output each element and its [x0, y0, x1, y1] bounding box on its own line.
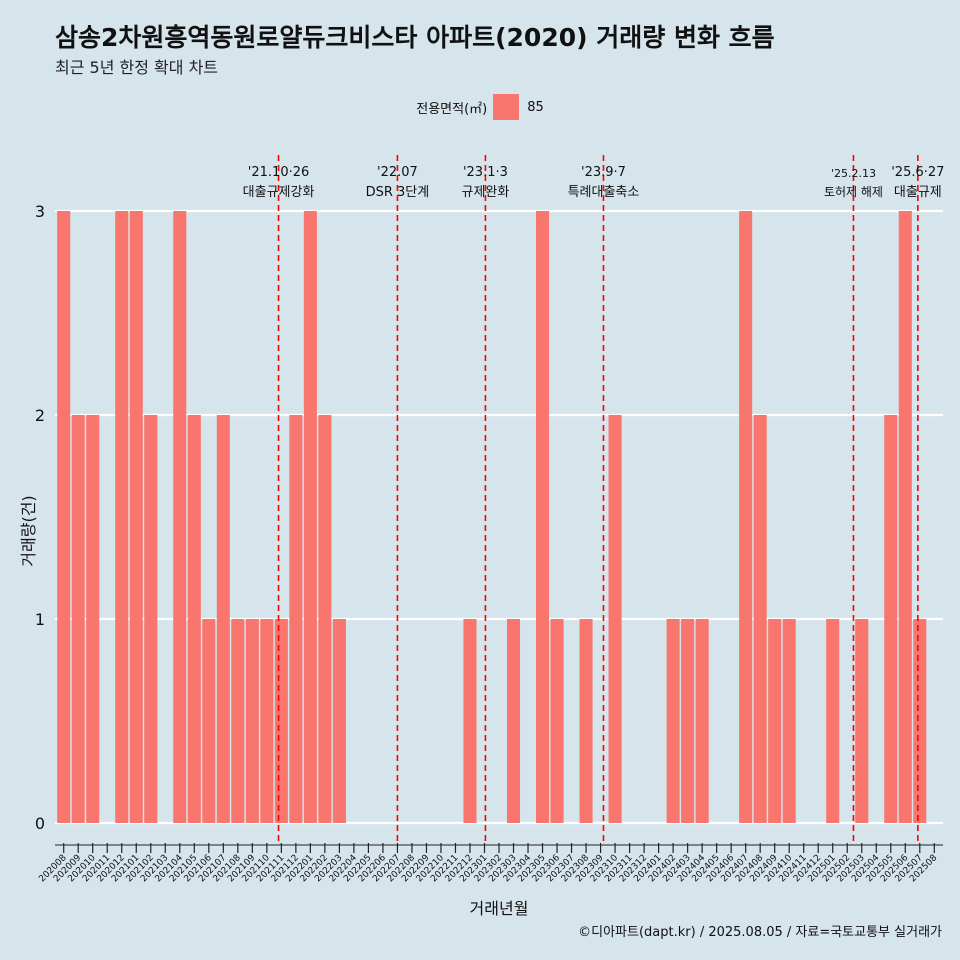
event-label: 규제완화 — [462, 185, 510, 200]
event-date-label: '23.9·7 — [581, 165, 626, 180]
bar-202102 — [144, 415, 158, 823]
bar-202404 — [695, 619, 709, 823]
y-tick-label: 3 — [35, 202, 45, 221]
bar-202104 — [173, 211, 187, 823]
event-date-label: '21.10·26 — [248, 165, 309, 180]
bar-202409 — [768, 619, 782, 823]
event-label: 대출규제강화 — [243, 185, 315, 200]
bar-202010 — [86, 415, 100, 823]
event-label: DSR 3단계 — [366, 185, 430, 200]
bar-202310 — [608, 415, 622, 823]
bar-202402 — [666, 619, 680, 823]
x-axis-title: 거래년월 — [470, 899, 529, 918]
bar-202111 — [274, 619, 288, 823]
bar-202410 — [782, 619, 796, 823]
legend-key-85 — [493, 94, 520, 120]
bar-202009 — [71, 415, 85, 823]
bar-202501 — [826, 619, 840, 823]
bar-202505 — [884, 415, 898, 823]
bar-202212 — [463, 619, 477, 823]
bar-202201 — [303, 211, 317, 823]
bar-202305 — [536, 211, 550, 823]
bar-202012 — [115, 211, 129, 823]
bar-202108 — [231, 619, 245, 823]
event-label: 대출규제 — [894, 185, 942, 200]
bar-202403 — [681, 619, 695, 823]
chart-title: 삼송2차원흥역동원로얄듀크비스타 아파트(2020) 거래량 변화 흐름 — [55, 23, 775, 52]
bar-202101 — [129, 211, 143, 823]
event-date-label: '22.07 — [377, 165, 418, 180]
bar-202202 — [318, 415, 332, 823]
bar-202105 — [187, 415, 201, 823]
bar-202203 — [332, 619, 346, 823]
event-label: 특례대출축소 — [568, 185, 640, 200]
event-date-label: '25.6·27 — [891, 165, 944, 180]
bar-202308 — [579, 619, 593, 823]
bar-202107 — [216, 415, 230, 823]
bar-202408 — [753, 415, 767, 823]
event-date-label: '25.2.13 — [831, 167, 876, 180]
bar-202407 — [739, 211, 753, 823]
bar-202112 — [289, 415, 303, 823]
legend: 전용면적(㎡) 85 — [0, 94, 960, 120]
y-axis-title: 거래량(건) — [19, 495, 38, 566]
bar-202506 — [898, 211, 912, 823]
chart-subtitle: 최근 5년 한정 확대 차트 — [55, 58, 219, 77]
bar-202109 — [245, 619, 259, 823]
y-tick-label: 0 — [35, 814, 45, 833]
event-date-label: '23.1·3 — [463, 165, 508, 180]
bar-202503 — [855, 619, 869, 823]
bar-202106 — [202, 619, 216, 823]
bar-202507 — [913, 619, 927, 823]
source-caption: ©디아파트(dapt.kr) / 2025.08.05 / 자료=국토교통부 실… — [578, 925, 942, 940]
legend-label-85: 85 — [527, 99, 544, 115]
y-tick-label: 2 — [35, 406, 45, 425]
bar-202008 — [57, 211, 71, 823]
y-tick-label: 1 — [35, 610, 45, 629]
bar-202303 — [506, 619, 521, 823]
bar-202306 — [550, 619, 564, 823]
event-label: 토허제 해제 — [824, 185, 883, 199]
bar-202110 — [260, 619, 274, 823]
legend-title: 전용면적(㎡) — [416, 101, 488, 117]
